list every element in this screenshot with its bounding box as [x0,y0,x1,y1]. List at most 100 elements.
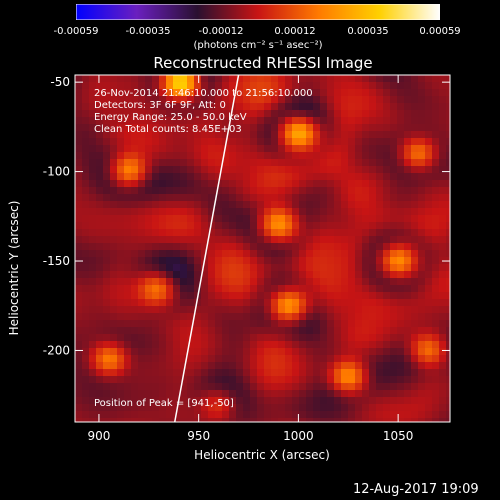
heatmap-cell [180,187,187,194]
heatmap-cell [145,89,152,96]
heatmap-cell [425,411,432,418]
heatmap-cell [285,124,292,131]
heatmap-cell [243,117,250,124]
heatmap-cell [383,320,390,327]
heatmap-cell [369,299,376,306]
heatmap-cell [194,306,201,313]
heatmap-cell [341,103,348,110]
heatmap-cell [131,138,138,145]
heatmap-cell [278,229,285,236]
heatmap-cell [432,187,439,194]
heatmap-cell [432,152,439,159]
heatmap-cell [75,173,82,180]
heatmap-cell [355,222,362,229]
heatmap-cell [320,299,327,306]
heatmap-cell [369,390,376,397]
heatmap-cell [355,138,362,145]
heatmap-cell [348,362,355,369]
heatmap-cell [173,208,180,215]
heatmap-cell [117,222,124,229]
heatmap-cell [236,96,243,103]
heatmap-cell [397,145,404,152]
heatmap-cell [75,285,82,292]
heatmap-cell [334,355,341,362]
heatmap-cell [299,96,306,103]
heatmap-cell [250,131,257,138]
heatmap-cell [348,229,355,236]
heatmap-cell [383,131,390,138]
y-tick-label: -200 [43,343,70,357]
heatmap-cell [306,117,313,124]
heatmap-cell [383,369,390,376]
heatmap-cell [376,362,383,369]
heatmap-cell [96,362,103,369]
heatmap-cell [180,348,187,355]
heatmap-cell [320,215,327,222]
heatmap-cell [194,278,201,285]
heatmap-cell [320,355,327,362]
heatmap-cell [306,320,313,327]
heatmap-cell [299,411,306,418]
heatmap-cell [411,138,418,145]
heatmap-cell [89,117,96,124]
heatmap-cell [439,341,446,348]
heatmap-cell [418,229,425,236]
heatmap-cell [194,194,201,201]
heatmap-cell [222,411,229,418]
colorbar-tick: -0.00059 [53,26,99,37]
heatmap-cell [446,250,450,257]
heatmap-cell [96,320,103,327]
heatmap-cell [376,264,383,271]
heatmap-cell [257,201,264,208]
heatmap-cell [222,362,229,369]
heatmap-cell [439,110,446,117]
heatmap-cell [208,334,215,341]
heatmap-cell [446,418,450,422]
heatmap-cell [208,117,215,124]
heatmap-cell [124,89,131,96]
heatmap-cell [131,110,138,117]
heatmap-cell [229,236,236,243]
heatmap-cell [180,103,187,110]
heatmap-cell [145,292,152,299]
heatmap-cell [404,418,411,422]
heatmap-cell [348,103,355,110]
heatmap-cell [439,404,446,411]
heatmap-cell [75,117,82,124]
heatmap-cell [432,257,439,264]
heatmap-cell [103,306,110,313]
heatmap-cell [327,82,334,89]
heatmap-cell [313,264,320,271]
x-axis-ticks: 900 950 1000 1050 [87,75,413,443]
heatmap-cell [355,327,362,334]
heatmap-cell [432,75,439,82]
heatmap-cell [313,75,320,82]
heatmap-cell [208,75,215,82]
heatmap-cell [89,75,96,82]
heatmap-cell [411,271,418,278]
heatmap-cell [348,264,355,271]
heatmap-cell [425,124,432,131]
heatmap-cell [285,278,292,285]
heatmap-cell [313,383,320,390]
heatmap-cell [362,264,369,271]
heatmap-cell [75,222,82,229]
heatmap-cell [75,278,82,285]
heatmap-cell [131,348,138,355]
heatmap-cell [257,418,264,422]
heatmap-cell [187,89,194,96]
heatmap-cell [131,278,138,285]
heatmap-cell [320,271,327,278]
heatmap-cell [348,285,355,292]
heatmap-cell [215,159,222,166]
heatmap-cell [222,166,229,173]
heatmap-cell [292,124,299,131]
heatmap-cell [278,110,285,117]
heatmap-cell [292,145,299,152]
heatmap-cell [320,257,327,264]
heatmap-cell [327,180,334,187]
heatmap-cell [117,313,124,320]
heatmap-cell [355,145,362,152]
heatmap-cell [222,313,229,320]
heatmap-cell [159,124,166,131]
